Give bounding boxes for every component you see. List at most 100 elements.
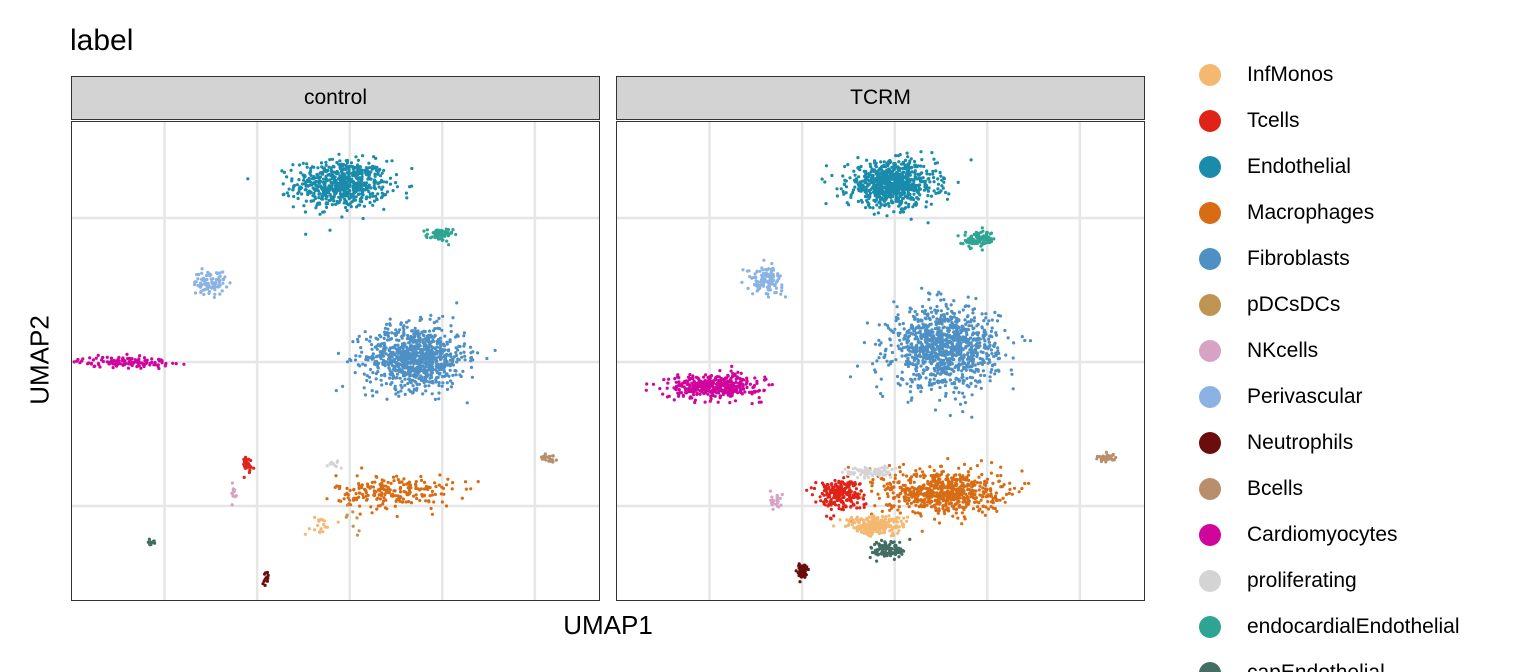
scatter-plot-area [617, 122, 1144, 600]
data-point [380, 491, 384, 495]
data-point [896, 189, 900, 193]
data-point [541, 454, 546, 458]
data-point [880, 181, 884, 185]
data-point [849, 195, 853, 199]
data-point [476, 480, 480, 484]
data-point [93, 364, 97, 368]
data-point [894, 154, 898, 158]
data-point [427, 384, 431, 388]
data-point [883, 353, 887, 357]
data-point [952, 315, 956, 319]
data-point [245, 461, 249, 466]
data-point [995, 474, 999, 478]
data-point [898, 172, 902, 176]
data-point [423, 480, 427, 484]
data-point [376, 172, 380, 176]
facet-panel-tcrm [616, 121, 1145, 601]
data-point [248, 468, 252, 472]
data-point [325, 194, 329, 198]
data-point [920, 326, 924, 330]
data-point [830, 173, 834, 178]
data-point [862, 341, 866, 345]
data-point [731, 374, 735, 378]
data-point [893, 327, 897, 331]
data-point [374, 372, 378, 376]
data-point [358, 354, 362, 358]
data-point [935, 161, 939, 165]
data-point [898, 166, 902, 170]
data-point [924, 205, 928, 209]
data-point [963, 238, 967, 243]
data-point [964, 328, 968, 332]
data-point [318, 530, 322, 534]
data-point [356, 180, 361, 184]
data-point [230, 481, 234, 485]
data-point [866, 200, 870, 204]
data-point [462, 334, 466, 338]
data-point [987, 337, 991, 341]
data-point [892, 162, 896, 166]
data-point [909, 377, 913, 381]
data-point [874, 370, 878, 374]
data-point [956, 368, 960, 372]
data-point [377, 493, 381, 497]
data-point [754, 284, 758, 288]
data-point [348, 498, 352, 502]
data-point [356, 340, 360, 344]
data-point [105, 360, 109, 364]
data-point [411, 390, 415, 394]
data-point [757, 287, 761, 291]
data-point [398, 376, 402, 380]
data-point [820, 177, 824, 181]
data-point [965, 376, 969, 381]
data-point [114, 363, 118, 367]
data-point [428, 376, 432, 380]
data-point [217, 275, 221, 279]
data-point [952, 338, 956, 342]
data-point [775, 280, 779, 284]
data-point [993, 362, 997, 366]
cluster-Cardiomyocytes [72, 352, 186, 371]
data-point [336, 520, 340, 524]
data-point [979, 244, 983, 248]
data-point [929, 387, 933, 391]
data-point [941, 380, 945, 384]
data-point [886, 324, 890, 328]
data-point [884, 347, 888, 351]
data-point [302, 178, 306, 182]
data-point [975, 346, 980, 350]
data-point [427, 345, 431, 349]
data-point [873, 159, 877, 163]
data-point [898, 331, 902, 335]
data-point [948, 335, 953, 339]
data-point [285, 175, 289, 179]
data-point [425, 235, 429, 240]
data-point [926, 189, 930, 193]
data-point [906, 193, 910, 197]
data-point [996, 313, 1001, 317]
data-point [873, 184, 877, 188]
data-point [953, 347, 957, 351]
data-point [774, 286, 778, 290]
data-point [859, 189, 863, 193]
data-point [345, 513, 349, 517]
data-point [915, 474, 919, 478]
data-point [136, 361, 140, 365]
data-point [449, 324, 453, 328]
data-point [493, 348, 497, 352]
data-point [750, 392, 754, 396]
data-point [390, 159, 394, 163]
data-point [967, 385, 971, 389]
data-point [976, 322, 980, 326]
data-point [925, 187, 929, 191]
data-point [438, 349, 442, 353]
data-point [886, 180, 890, 184]
data-point [303, 532, 307, 536]
data-point [699, 380, 703, 384]
data-point [913, 494, 917, 498]
data-point [783, 295, 788, 299]
data-point [997, 351, 1001, 355]
data-point [899, 191, 903, 195]
data-point [946, 345, 950, 349]
data-point [422, 229, 426, 233]
